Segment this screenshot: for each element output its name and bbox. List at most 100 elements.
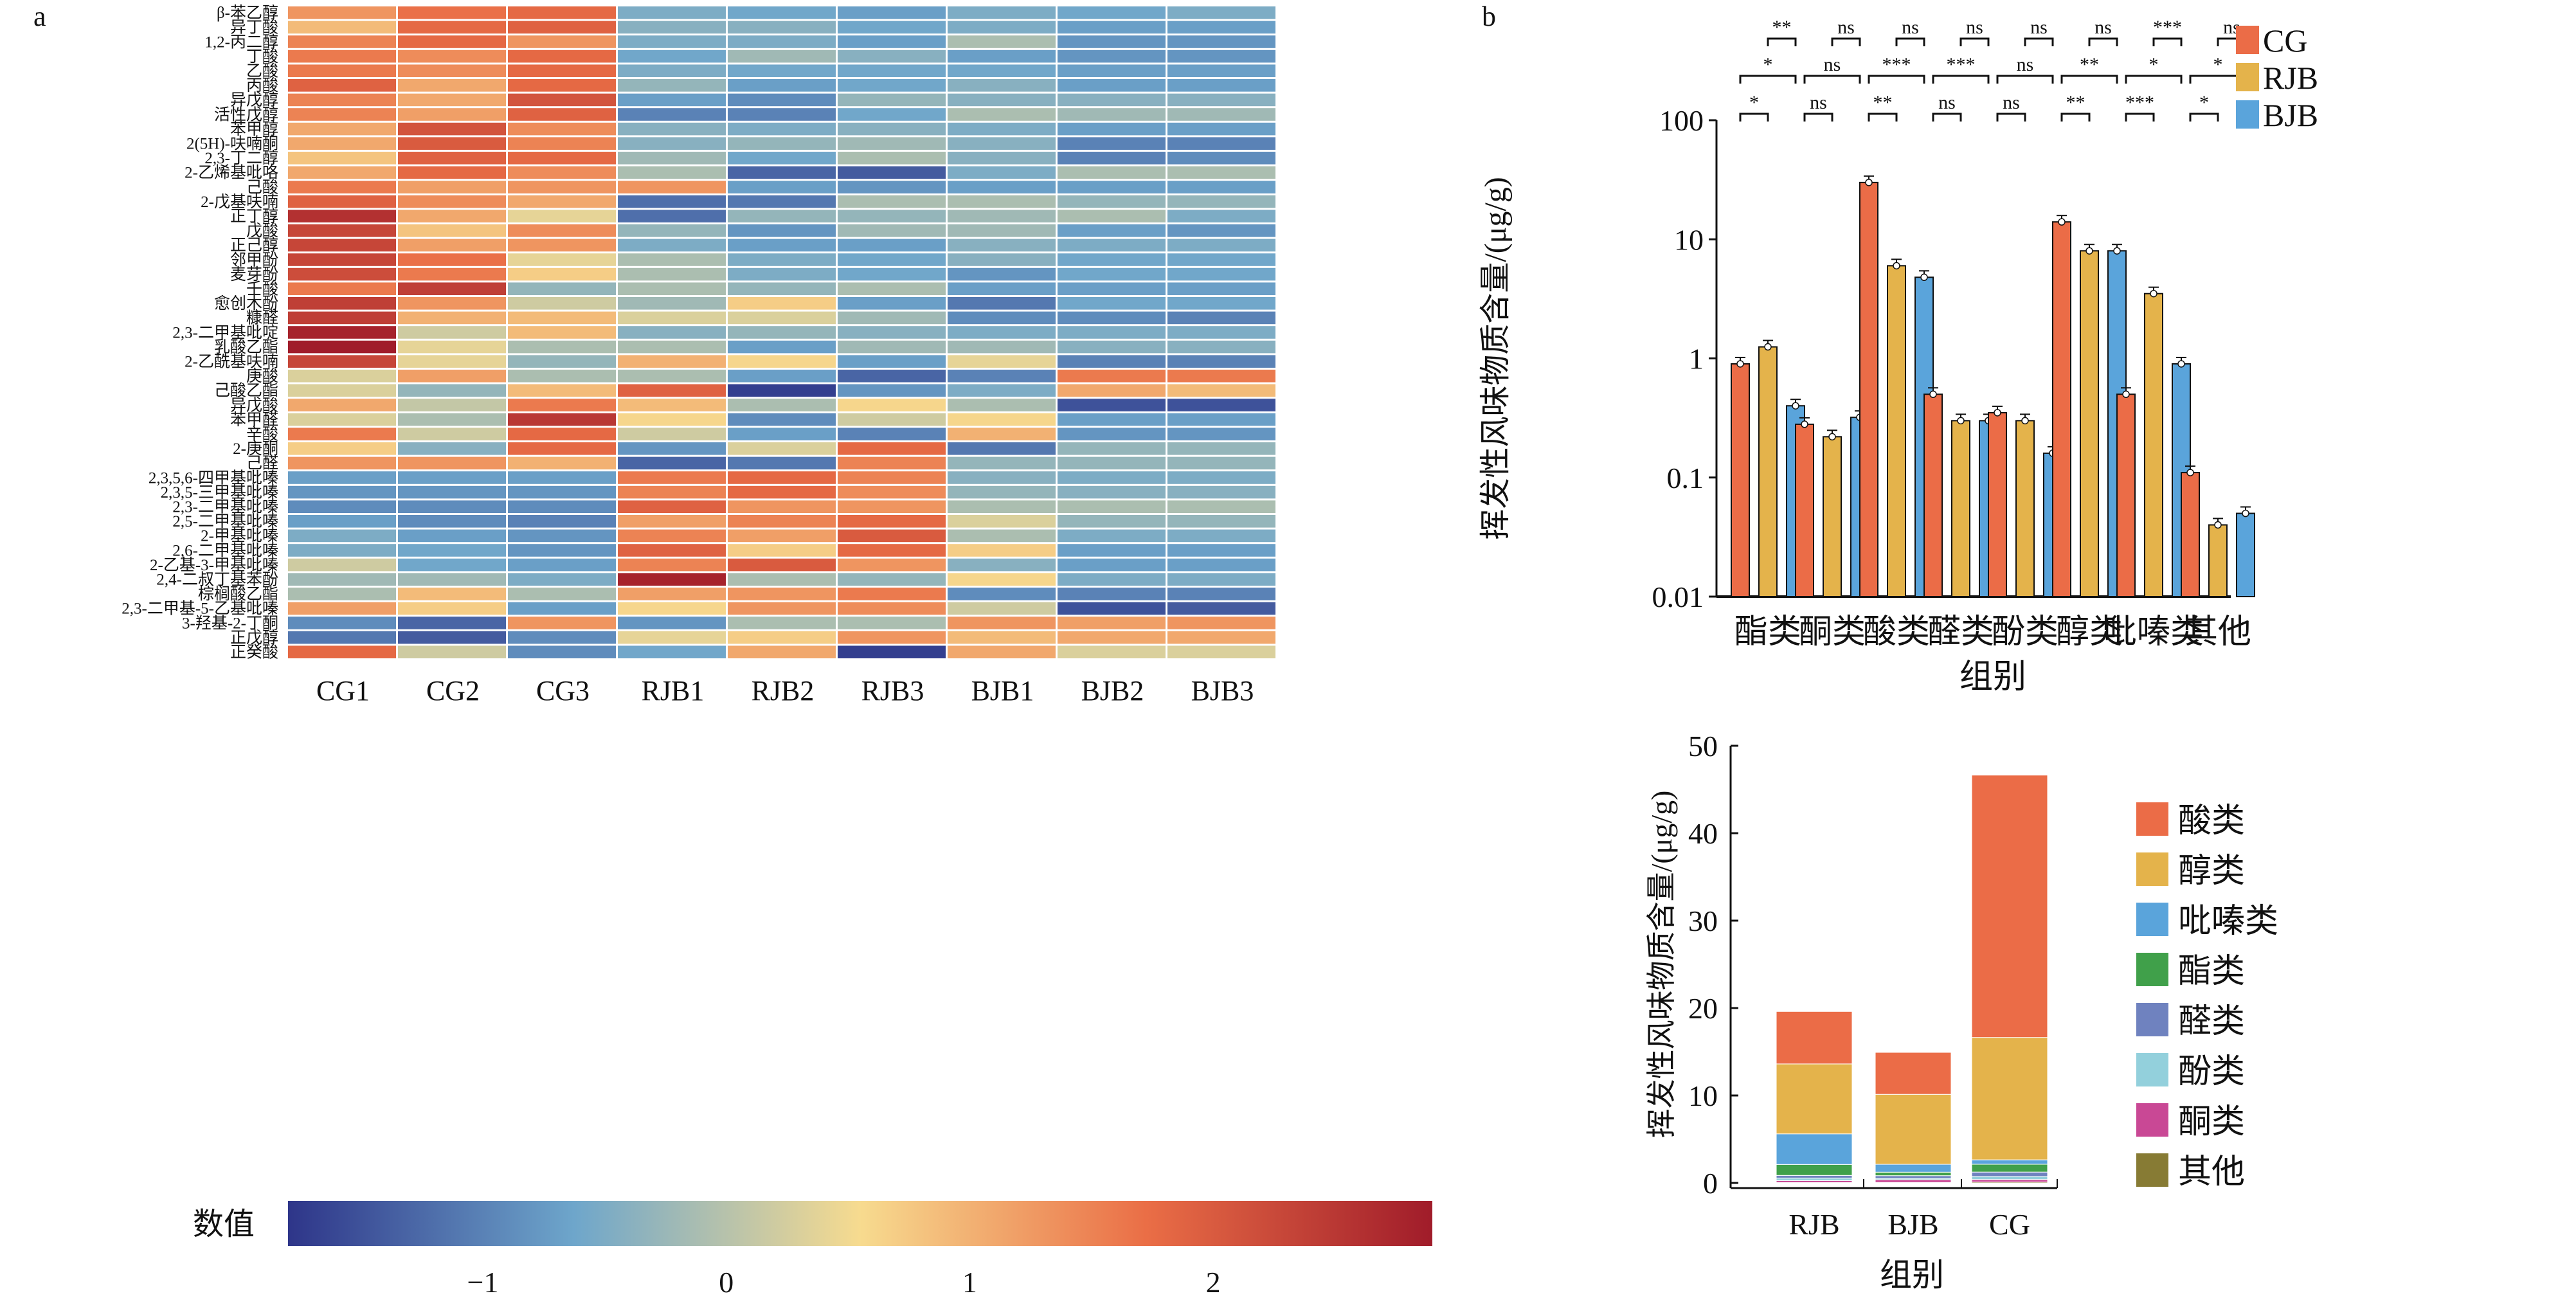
heatmap-cell (288, 137, 396, 150)
heatmap-cell (1058, 108, 1166, 121)
heatmap-cell (508, 79, 616, 92)
heatmap-cell (618, 340, 726, 354)
heatmap-cell (508, 485, 616, 499)
heatmap-cell (728, 297, 836, 310)
heatmap-cell (288, 195, 396, 208)
bar (1988, 411, 2007, 597)
heatmap-cell (1167, 500, 1275, 513)
heatmap-cell (508, 631, 616, 644)
heatmap-cell (288, 399, 396, 411)
heatmap-cell (508, 573, 616, 586)
significance-label: ** (1772, 17, 1792, 38)
heatmap-cell (508, 384, 616, 397)
heatmap-cell (288, 355, 396, 368)
significance-label: ** (2066, 92, 2085, 113)
data-point (1736, 360, 1744, 368)
heatmap-cell (618, 253, 726, 266)
heatmap-cell (288, 602, 396, 615)
colorbar (288, 1201, 1432, 1246)
heatmap-cell (948, 602, 1056, 615)
x-tick-label: 醇类 (2056, 614, 2123, 651)
heatmap-cell (1167, 6, 1275, 19)
heatmap-cell (948, 485, 1056, 499)
heatmap-cell (728, 224, 836, 237)
heatmap-cell (618, 122, 726, 136)
heatmap-cell (838, 152, 946, 165)
heatmap-cell (398, 122, 506, 136)
heatmap-cell (618, 428, 726, 440)
heatmap-cell (728, 181, 836, 194)
data-point (1920, 273, 1928, 282)
heatmap-cell (508, 558, 616, 572)
heatmap-cell (1167, 122, 1275, 136)
heatmap-cell (508, 340, 616, 354)
heatmap-cell (618, 370, 726, 383)
x-tick-label: 醛类 (1927, 614, 1994, 651)
heatmap-cell (948, 558, 1056, 572)
heatmap-cell (728, 210, 836, 222)
heatmap-cell (948, 166, 1056, 179)
heatmap-cell (508, 617, 616, 629)
data-point (2122, 390, 2130, 399)
heatmap-cell (1058, 79, 1166, 92)
significance-bracket (1996, 113, 2026, 122)
colorbar-tick-label: 2 (1206, 1266, 1221, 1298)
heatmap-cell (728, 195, 836, 208)
heatmap-cell (948, 428, 1056, 440)
heatmap-cell (838, 64, 946, 77)
heatmap-cell (948, 210, 1056, 222)
heatmap-cell (838, 340, 946, 354)
heatmap-row-label: 乳酸乙酯 (214, 338, 278, 356)
heatmap-cell (1058, 355, 1166, 368)
heatmap-row-label: 2-乙基-3-甲基吡嗪 (150, 556, 278, 574)
heatmap-cell (618, 471, 726, 484)
heatmap-cell (508, 413, 616, 426)
heatmap-cell (1167, 355, 1275, 368)
heatmap-cell (948, 64, 1056, 77)
heatmap-cell (508, 35, 616, 48)
y-tick-label: 0.01 (1652, 581, 1704, 613)
heatmap-cell (618, 384, 726, 397)
bar (1795, 423, 1814, 598)
legend-label: 其他 (2178, 1154, 2245, 1191)
heatmap-cell (948, 137, 1056, 150)
significance-bracket (2024, 37, 2054, 46)
heatmap-cell (838, 485, 946, 499)
x-tick-label: 酚类 (1992, 614, 2058, 651)
heatmap-cell (1167, 413, 1275, 426)
heatmap-cell (728, 267, 836, 281)
heatmap-cell (398, 93, 506, 107)
heatmap-cell (1058, 6, 1166, 19)
heatmap-cell (1167, 340, 1275, 354)
bar (1951, 420, 1970, 597)
heatmap-cell (728, 573, 836, 586)
heatmap-row-label: 正丁醇 (230, 207, 278, 225)
heatmap-row-label: 正戊醇 (230, 629, 278, 647)
heatmap-cell (288, 210, 396, 222)
heatmap-row-label: 己醛 (246, 455, 278, 473)
heatmap-cell (508, 399, 616, 411)
heatmap-cell (508, 224, 616, 237)
heatmap-cell (288, 326, 396, 339)
heatmap-cell (1167, 181, 1275, 194)
heatmap-cell (1058, 267, 1166, 281)
heatmap-cell (728, 79, 836, 92)
heatmap-cell (288, 515, 396, 528)
legend-swatch (2136, 1053, 2168, 1086)
heatmap-cell (1058, 485, 1166, 499)
heatmap-cell (618, 500, 726, 513)
heatmap-cell (618, 442, 726, 455)
heatmap-cell (838, 471, 946, 484)
heatmap-cell (508, 93, 616, 107)
heatmap-cell (1167, 573, 1275, 586)
y-tick-label: 1 (1689, 343, 1704, 375)
heatmap-cell (838, 370, 946, 383)
heatmap-cell (508, 515, 616, 528)
stacked-segment (1875, 1052, 1952, 1095)
legend-swatch (2136, 852, 2168, 886)
data-point (1957, 417, 1965, 425)
data-point (1764, 343, 1772, 351)
heatmap-cell (398, 6, 506, 19)
heatmap-cell (1058, 137, 1166, 150)
heatmap-cell (728, 340, 836, 354)
